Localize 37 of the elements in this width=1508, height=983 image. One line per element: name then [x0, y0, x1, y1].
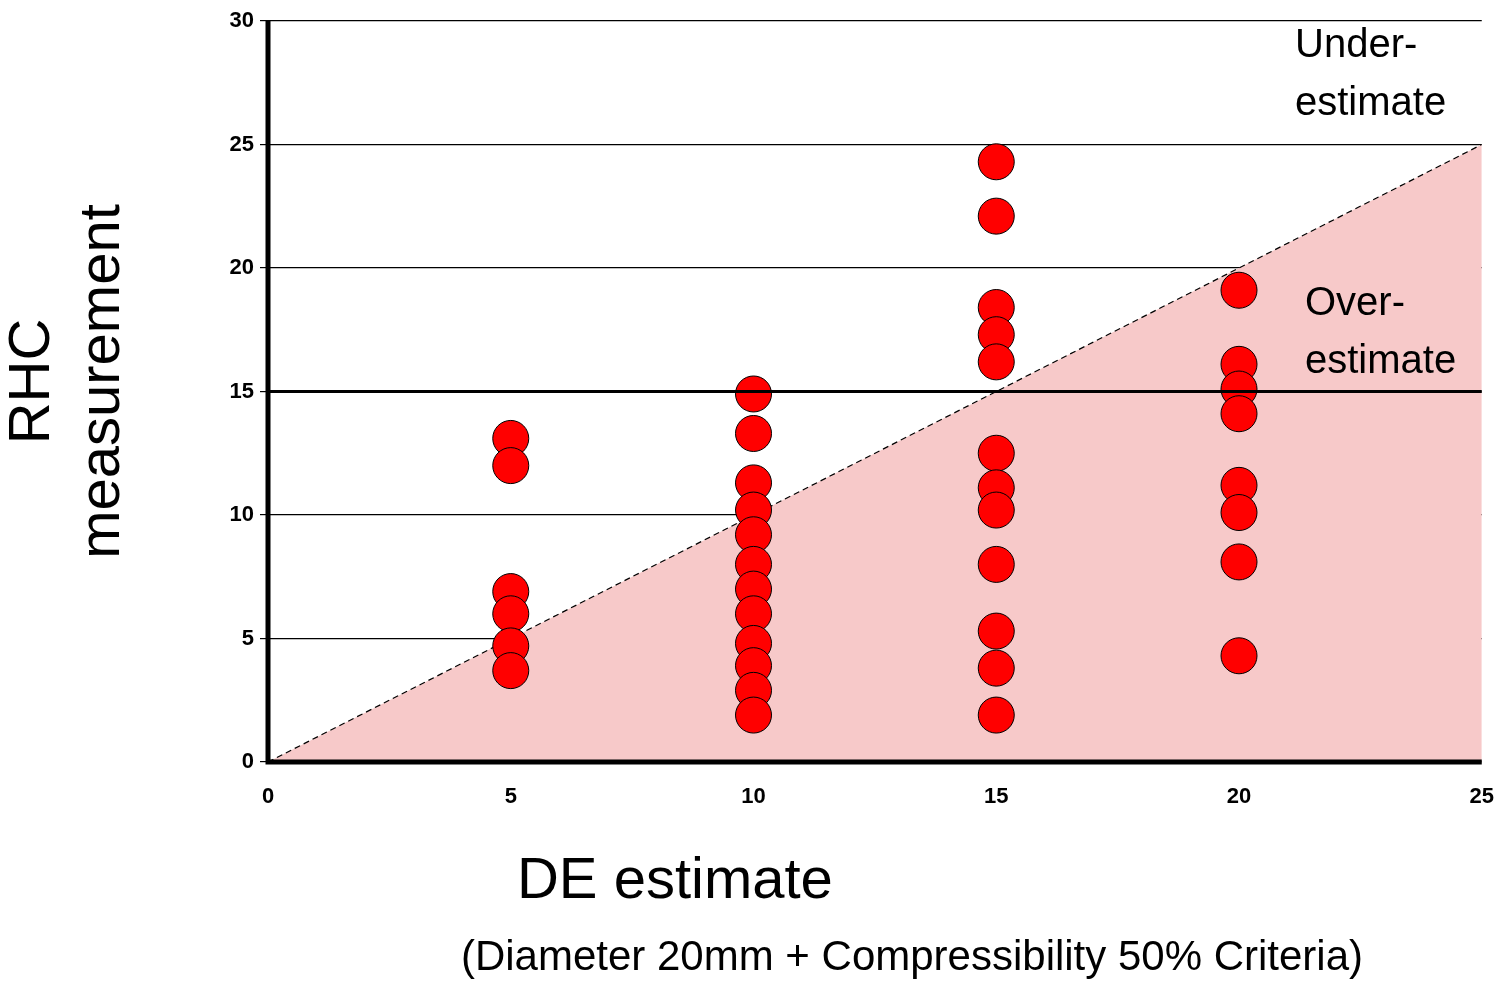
y-tick-label: 30 — [229, 7, 254, 33]
point — [977, 143, 1015, 181]
point — [1220, 494, 1258, 532]
x-tick-label: 10 — [741, 783, 766, 809]
point — [735, 696, 773, 734]
y-tick-label: 25 — [229, 130, 254, 156]
x-tick-label: 0 — [261, 783, 275, 809]
point — [977, 343, 1015, 381]
x-tick-label: 20 — [1226, 783, 1252, 809]
point — [1220, 543, 1258, 581]
point — [1220, 637, 1258, 675]
point — [492, 595, 530, 633]
point — [735, 414, 773, 452]
point — [977, 696, 1015, 734]
y-tick-label: 0 — [241, 748, 254, 774]
point — [977, 612, 1015, 650]
annotation: Under- estimate — [1295, 21, 1447, 124]
x-tick-label: 15 — [984, 783, 1009, 809]
y-tick-label: 10 — [229, 501, 254, 527]
y-tick-label: 5 — [241, 624, 254, 650]
y-tick-label: 15 — [229, 377, 254, 403]
x-tick-label: 5 — [504, 783, 517, 809]
x-tick-label: 25 — [1469, 783, 1495, 809]
point — [1220, 271, 1258, 309]
point — [977, 649, 1015, 687]
point — [977, 434, 1015, 472]
y-tick-label: 20 — [229, 254, 254, 280]
point — [977, 491, 1015, 529]
annotation: Over- estimate — [1305, 279, 1457, 382]
point — [977, 197, 1015, 235]
point — [492, 652, 530, 690]
point — [977, 545, 1015, 583]
y-axis-title: RHC measurement — [0, 204, 131, 559]
point — [492, 447, 530, 485]
point — [1220, 395, 1258, 433]
x-axis-title: DE estimate — [516, 845, 833, 910]
text: (Diameter 20mm + Compressibility 50% Criteria) — [460, 931, 1364, 979]
